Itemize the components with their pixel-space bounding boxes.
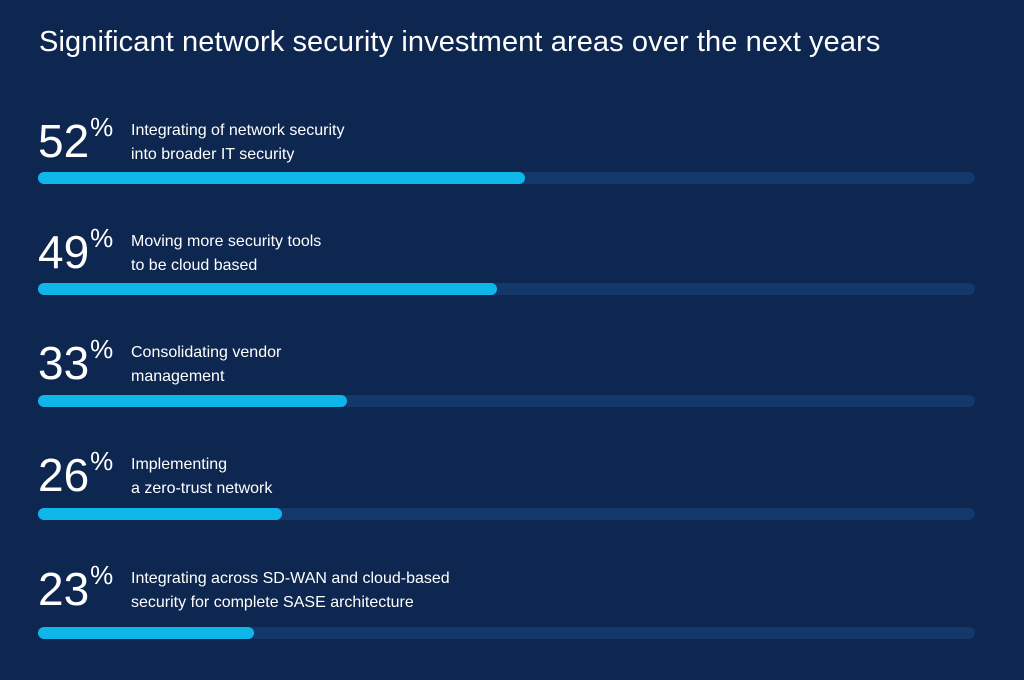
percent-sign: % [90, 446, 114, 476]
bar-track [38, 283, 975, 295]
bar-track [38, 508, 975, 520]
bar-row: 23% Integrating across SD-WAN and cloud-b… [38, 560, 975, 644]
bar-track [38, 627, 975, 639]
bar-label-line: Integrating across SD-WAN and cloud-base… [131, 570, 450, 587]
bar-row: 52% Integrating of network security into b… [38, 112, 975, 196]
bar-label-line: Integrating of network security [131, 122, 345, 139]
bar-label: Moving more security tools to be cloud ba… [131, 230, 691, 278]
percent-sign: % [90, 560, 114, 590]
bar-fill [38, 283, 497, 295]
percentage-value: 49% [38, 223, 113, 278]
percentage-number: 23 [38, 563, 90, 615]
percent-sign: % [90, 334, 114, 364]
percentage-value: 33% [38, 334, 113, 389]
bar-label-line: security for complete SASE architecture [131, 594, 414, 611]
bar-label-line: into broader IT security [131, 146, 295, 163]
bar-label-line: management [131, 368, 225, 385]
bar-label-line: Consolidating vendor [131, 344, 282, 361]
bar-row: 49% Moving more security tools to be cloud… [38, 223, 975, 307]
percentage-number: 52 [38, 115, 90, 167]
percentage-number: 26 [38, 449, 90, 501]
bar-label-line: a zero-trust network [131, 480, 273, 497]
chart-title: Significant network security investment … [39, 26, 881, 58]
bar-fill [38, 395, 347, 407]
bar-track [38, 395, 975, 407]
bar-label-line: Implementing [131, 456, 228, 473]
percentage-value: 23% [38, 560, 113, 615]
percentage-number: 49 [38, 226, 90, 278]
bar-fill [38, 172, 525, 184]
bar-track [38, 172, 975, 184]
percent-sign: % [90, 223, 114, 253]
bar-row: 26% Implementing a zero-trust network [38, 446, 975, 530]
percentage-number: 33 [38, 337, 90, 389]
bar-label: Integrating across SD-WAN and cloud-base… [131, 567, 691, 615]
bar-label: Consolidating vendor management [131, 341, 691, 389]
bar-label: Implementing a zero-trust network [131, 453, 691, 501]
percentage-value: 26% [38, 446, 113, 501]
bar-label-line: Moving more security tools [131, 233, 322, 250]
bar-row: 33% Consolidating vendor management [38, 334, 975, 418]
bar-label-line: to be cloud based [131, 257, 258, 274]
percentage-value: 52% [38, 112, 113, 167]
bar-label: Integrating of network security into broa… [131, 119, 691, 167]
bar-fill [38, 508, 282, 520]
bar-fill [38, 627, 254, 639]
percent-sign: % [90, 112, 114, 142]
